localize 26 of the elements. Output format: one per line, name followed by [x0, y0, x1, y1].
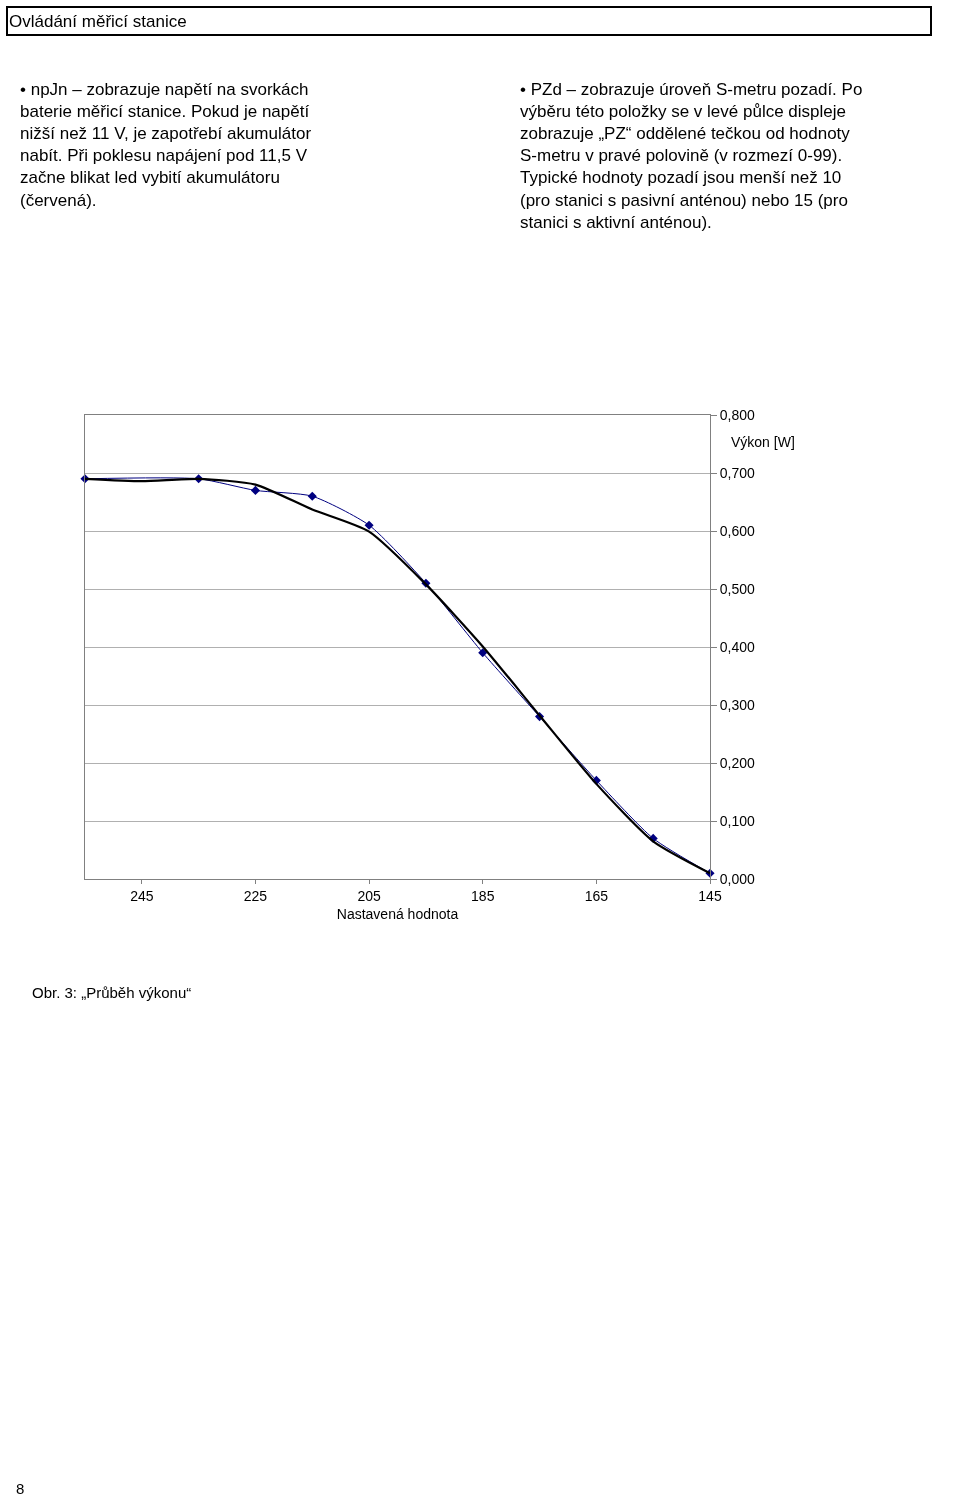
y-tick-label: 0,600 [719, 522, 756, 539]
y-axis-title: Výkon [W] [731, 434, 795, 450]
x-axis-title: Nastavená hodnota [336, 906, 459, 923]
chart-title: Ovládání měřicí stanice [9, 11, 187, 31]
x-tick-label: 225 [243, 887, 268, 904]
point [250, 485, 260, 495]
text: 8 [16, 1480, 25, 1497]
text: • PZd – zobrazuje úroveň S-metru pozadí. Po výběru této položky se v levé půlce displeje zobrazuje „PZ“ oddělené tečkou od hodnoty S-metru v pravé polovině (v rozmezí 0-99). Typické hodnoty pozadí jsou menší než 10 (pro stanici s pasivní anténou) nebo 15 (pro stanici s aktivní anténou). [520, 80, 863, 232]
point [364, 520, 374, 530]
y-tick-label: 0,200 [719, 754, 756, 771]
x-tick-label: 145 [698, 887, 722, 904]
x-tick-label: 165 [584, 887, 609, 904]
x-tick-label: 205 [357, 887, 381, 904]
x-tick-label: 185 [471, 887, 495, 904]
y-tick-label: 0,300 [719, 696, 756, 713]
y-tick-label: 0,100 [719, 812, 756, 829]
point [478, 648, 488, 658]
text: Obr. 3: „Průběh výkonu“ [32, 984, 192, 1001]
x-tick-label: 245 [130, 887, 154, 904]
point [307, 491, 317, 501]
y-tick-label: 0,700 [719, 464, 756, 481]
text: • npJn – zobrazuje napětí na svorkách baterie měřicí stanice. Pokud je napětí nižší než 11 V, je zapotřebí akumulátor nabít. Při poklesu napájení pod 11,5 V začne blikat led vybití akumulátoru (červená). [20, 80, 312, 210]
y-tick-label: 0,500 [719, 580, 756, 597]
y-tick-label: 0,800 [719, 406, 756, 423]
y-tick-label: 0,000 [719, 870, 756, 887]
y-tick-label: 0,400 [719, 638, 756, 655]
